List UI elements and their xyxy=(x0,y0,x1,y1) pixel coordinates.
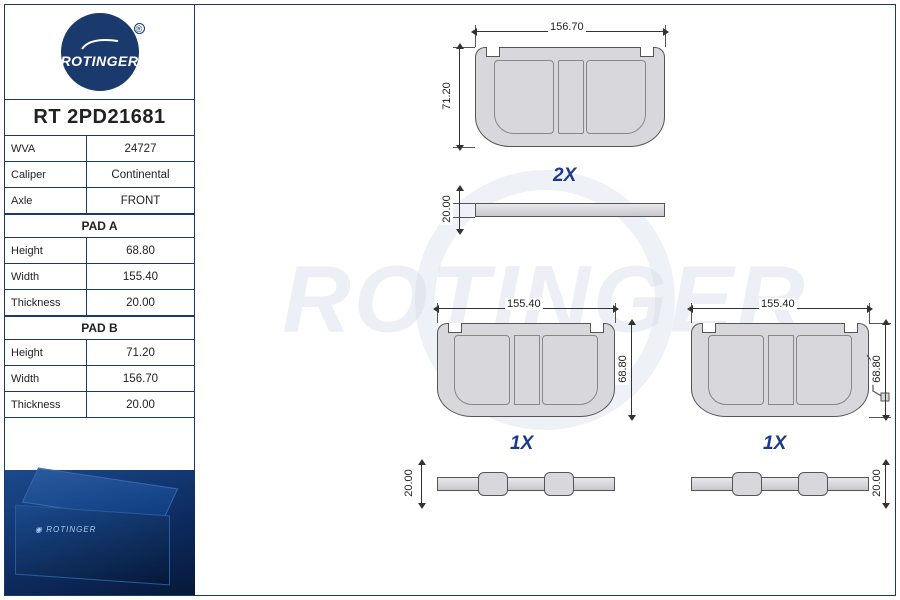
dim-br-width: 155.40 xyxy=(759,298,797,310)
pad-b-height-row: Height 71.20 xyxy=(5,340,194,366)
wva-label: WVA xyxy=(5,136,87,161)
dim-top-height: 71.20 xyxy=(441,80,453,112)
pad-a-height-value: 68.80 xyxy=(87,238,194,263)
pad-b-height-label: Height xyxy=(5,340,87,365)
product-box-image: ◉ ROTINGER xyxy=(5,470,195,595)
pad-b-width-label: Width xyxy=(5,366,87,391)
pad-b-header: PAD B xyxy=(5,316,194,340)
logo-swoosh-icon xyxy=(80,35,120,53)
pad-a-right-profile xyxy=(691,477,869,491)
dim-top-width: 156.70 xyxy=(548,21,586,33)
pad-b-width-row: Width 156.70 xyxy=(5,366,194,392)
brand-name: ROTINGER xyxy=(61,53,139,69)
pad-b-height-value: 71.20 xyxy=(87,340,194,365)
pad-a-width-label: Width xyxy=(5,264,87,289)
axle-label: Axle xyxy=(5,188,87,213)
dim-br-height: 68.80 xyxy=(871,353,883,385)
qty-bl: 1X xyxy=(510,433,533,455)
caliper-value: Continental xyxy=(87,162,194,187)
pad-a-width-row: Width 155.40 xyxy=(5,264,194,290)
spec-row-wva: WVA 24727 xyxy=(5,136,194,162)
pad-a-width-value: 155.40 xyxy=(87,264,194,289)
wva-value: 24727 xyxy=(87,136,194,161)
pad-b-drawing xyxy=(475,47,665,147)
pad-b-width-value: 156.70 xyxy=(87,366,194,391)
pad-a-right-drawing xyxy=(691,323,869,417)
caliper-label: Caliper xyxy=(5,162,87,187)
brand-logo: ROTINGER ® xyxy=(61,13,139,91)
pad-a-right-outline xyxy=(691,323,869,417)
axle-value: FRONT xyxy=(87,188,194,213)
pad-a-left-profile xyxy=(437,477,615,491)
qty-br: 1X xyxy=(763,433,786,455)
pad-a-left-drawing xyxy=(437,323,615,417)
pad-b-profile xyxy=(475,203,665,217)
logo-area: ROTINGER ® xyxy=(5,5,194,100)
pad-a-thick-row: Thickness 20.00 xyxy=(5,290,194,316)
pad-a-height-row: Height 68.80 xyxy=(5,238,194,264)
dim-br-thick: 20.00 xyxy=(871,467,883,499)
pad-a-left-outline xyxy=(437,323,615,417)
spec-row-caliper: Caliper Continental xyxy=(5,162,194,188)
part-number: RT 2PD21681 xyxy=(5,100,194,136)
pad-b-outline xyxy=(475,47,665,147)
pad-a-thick-value: 20.00 xyxy=(87,290,194,315)
spec-row-axle: Axle FRONT xyxy=(5,188,194,214)
qty-top: 2X xyxy=(553,165,576,187)
dim-bl-height: 68.80 xyxy=(617,353,629,385)
pad-a-thick-label: Thickness xyxy=(5,290,87,315)
info-panel: ROTINGER ® RT 2PD21681 WVA 24727 Caliper… xyxy=(5,5,195,595)
pad-b-thick-row: Thickness 20.00 xyxy=(5,392,194,418)
pad-b-thick-value: 20.00 xyxy=(87,392,194,417)
outer-frame: ROTINGER ® RT 2PD21681 WVA 24727 Caliper… xyxy=(4,4,896,596)
dim-bl-thick: 20.00 xyxy=(403,467,415,499)
dim-top-thick: 20.00 xyxy=(441,193,453,225)
registered-icon: ® xyxy=(134,23,145,34)
dim-bl-width: 155.40 xyxy=(505,298,543,310)
pad-a-height-label: Height xyxy=(5,238,87,263)
technical-diagram: ROTINGER 156.70 71.20 20.00 2X xyxy=(195,5,895,595)
pad-a-header: PAD A xyxy=(5,214,194,238)
box-brand-text: ◉ ROTINGER xyxy=(35,525,96,534)
pad-b-thick-label: Thickness xyxy=(5,392,87,417)
